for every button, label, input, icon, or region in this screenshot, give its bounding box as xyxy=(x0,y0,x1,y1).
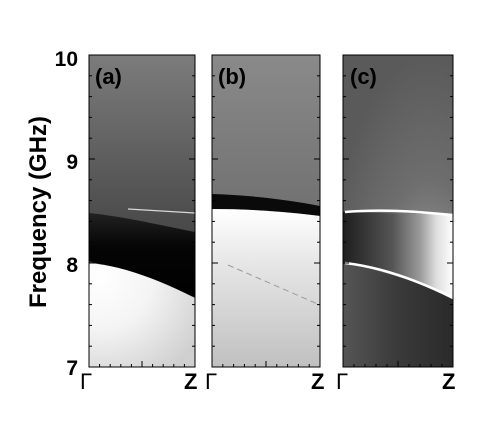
panel-a-x-tick-z: Z xyxy=(184,369,197,394)
panel-b-faint-line xyxy=(227,264,320,306)
panel-b-lower-region xyxy=(212,209,320,367)
panel-b-x-tick-gamma: Γ xyxy=(205,369,217,394)
y-axis-label: Frequency (GHz) xyxy=(25,116,52,308)
panel-c-label: (c) xyxy=(350,64,377,89)
panel-a xyxy=(89,55,195,367)
panel-c-middle-region xyxy=(343,212,453,298)
panel-c-lower-bright-line xyxy=(344,261,453,300)
panel-a-thin-line xyxy=(127,208,195,214)
panel-b xyxy=(212,55,320,367)
panel-c-x-tick-gamma: Γ xyxy=(336,369,348,394)
y-tick-label-9: 9 xyxy=(66,151,78,174)
y-tick-label-7: 7 xyxy=(66,357,78,380)
panel-c-lower-region xyxy=(343,263,453,367)
panel-b-label: (b) xyxy=(218,64,246,89)
panel-b-dark-band xyxy=(212,194,320,216)
panel-b-x-tick-z: Z xyxy=(311,369,324,394)
panel-a-lower-bright-region xyxy=(89,263,195,367)
panel-c-upper-bright-line xyxy=(344,209,453,217)
y-tick-label-10: 10 xyxy=(55,48,78,71)
y-tick-label-8: 8 xyxy=(66,254,78,277)
panel-c xyxy=(343,55,453,367)
panel-a-label: (a) xyxy=(95,64,122,89)
panel-a-x-tick-gamma: Γ xyxy=(80,369,92,394)
panel-a-dark-band xyxy=(89,213,195,297)
axis-ticks xyxy=(88,54,454,368)
panel-c-x-tick-z: Z xyxy=(442,369,455,394)
